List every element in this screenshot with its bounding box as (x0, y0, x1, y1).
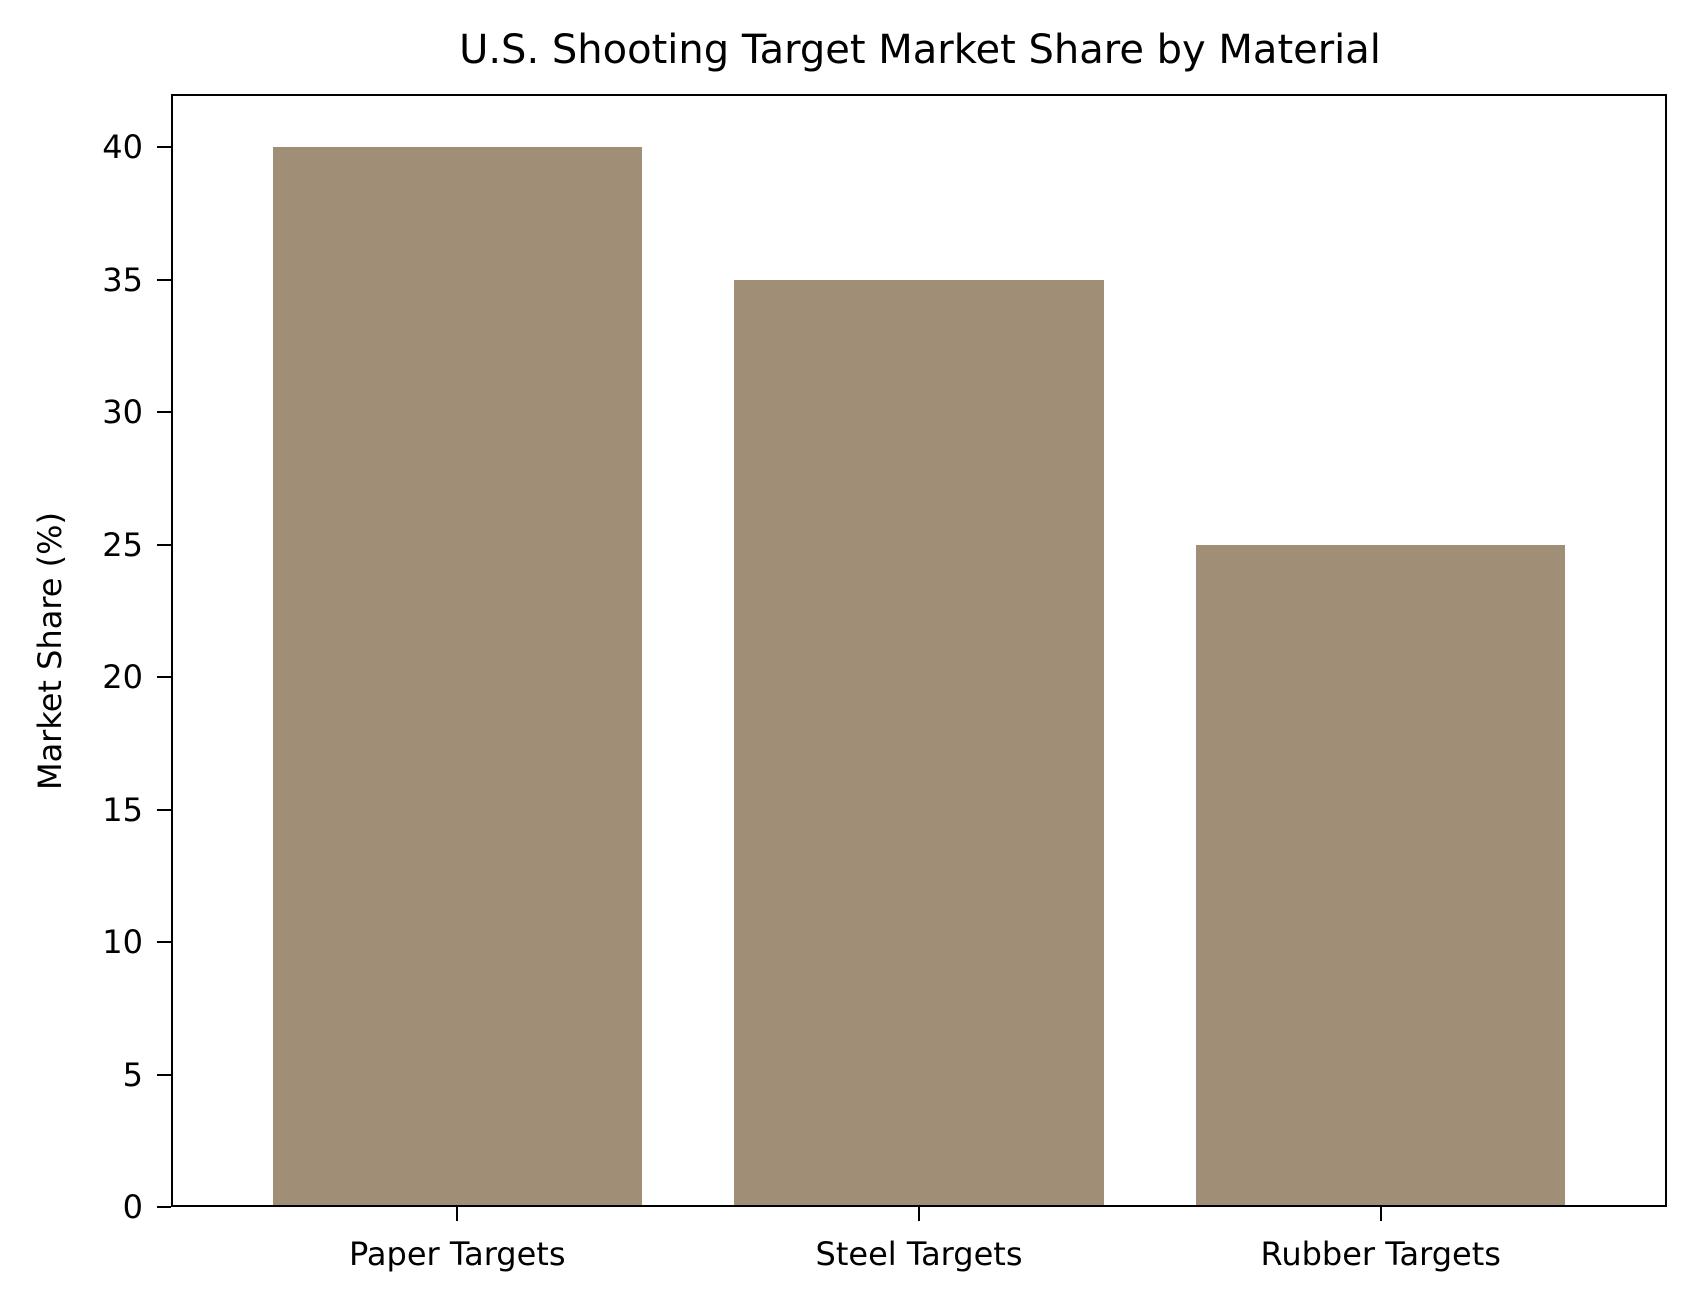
y-tick-mark (157, 941, 171, 943)
y-tick-label: 0 (122, 1188, 143, 1226)
chart-title: U.S. Shooting Target Market Share by Mat… (459, 27, 1381, 73)
y-tick-label: 10 (102, 923, 143, 961)
y-axis-title: Market Share (%) (31, 511, 69, 791)
y-tick-mark (157, 411, 171, 413)
y-tick-label: 35 (102, 260, 143, 299)
plot-area (171, 94, 1667, 1207)
x-tick-mark (1379, 1207, 1382, 1221)
y-tick-label: 5 (122, 1055, 143, 1094)
y-tick-mark (157, 676, 171, 678)
bar-rubber-targets (1196, 544, 1566, 1205)
x-tick-mark (918, 1207, 920, 1221)
y-tick-label: 20 (102, 658, 143, 696)
x-tick-label: Steel Targets (815, 1235, 1023, 1273)
x-tick-label: Paper Targets (349, 1235, 566, 1273)
y-tick-label: 40 (102, 128, 143, 166)
y-tick-label: 25 (102, 525, 143, 564)
y-tick-mark (157, 146, 171, 148)
y-tick-mark (157, 1206, 171, 1208)
y-tick-label: 30 (102, 393, 143, 431)
y-tick-mark (157, 278, 171, 281)
x-tick-mark (456, 1207, 459, 1221)
y-tick-mark (157, 808, 171, 811)
y-tick-mark (157, 543, 171, 546)
x-tick-label: Rubber Targets (1260, 1235, 1501, 1273)
y-tick-label: 15 (102, 790, 143, 829)
bar-paper-targets (272, 147, 642, 1205)
bar-steel-targets (734, 279, 1104, 1205)
y-tick-mark (157, 1073, 171, 1076)
